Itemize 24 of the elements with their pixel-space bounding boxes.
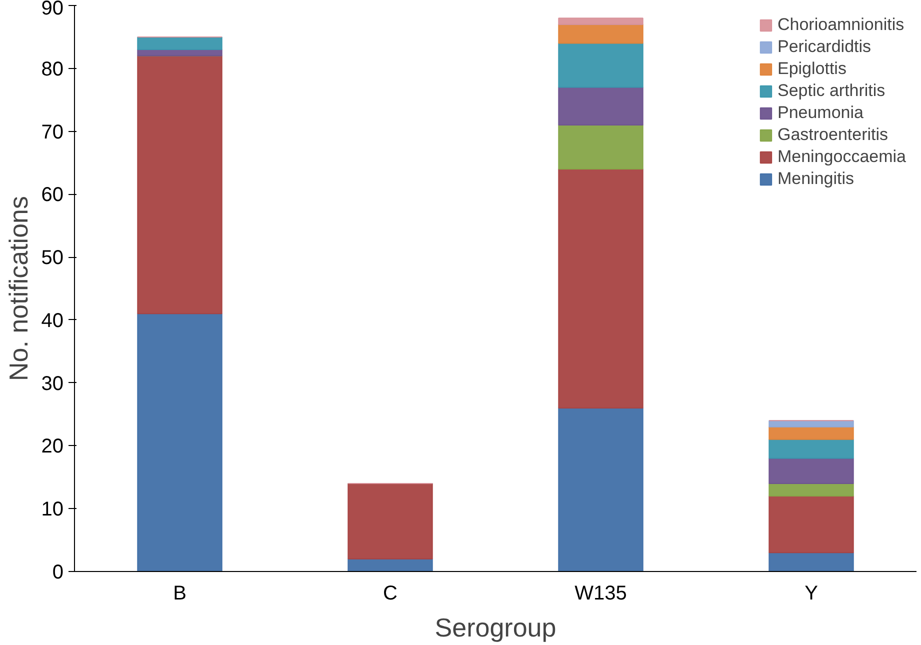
legend-label: Pericardidtis [777, 37, 872, 57]
legend-label: Epiglottis [777, 59, 846, 79]
legend-label: Meningoccaemia [777, 147, 906, 167]
y-tick-label: 10 [41, 498, 64, 521]
y-axis-title: No. notifications [3, 196, 34, 381]
y-tick-label: 80 [41, 58, 64, 80]
x-tick-label: W135 [574, 582, 627, 604]
y-tick-label: 50 [41, 247, 64, 270]
y-tick-label: 0 [52, 562, 64, 584]
y-tick-label: 70 [41, 121, 64, 144]
legend-label: Chorioamnionitis [777, 15, 904, 35]
legend-label: Meningitis [777, 169, 854, 189]
y-tick-label: 20 [41, 436, 64, 458]
x-tick-label: B [173, 582, 186, 604]
x-tick-label: C [383, 582, 398, 604]
legend-label: Pneumonia [777, 103, 864, 123]
y-tick-label: 40 [41, 310, 64, 332]
x-tick-label: Y [804, 582, 818, 604]
x-axis-title: Serogroup [434, 612, 556, 642]
legend-label: Septic arthritis [777, 81, 886, 101]
y-tick-label: 90 [41, 0, 64, 20]
legend-label: Gastroenteritis [777, 125, 888, 145]
y-tick-label: 30 [41, 372, 64, 395]
y-tick-label: 60 [41, 184, 64, 206]
